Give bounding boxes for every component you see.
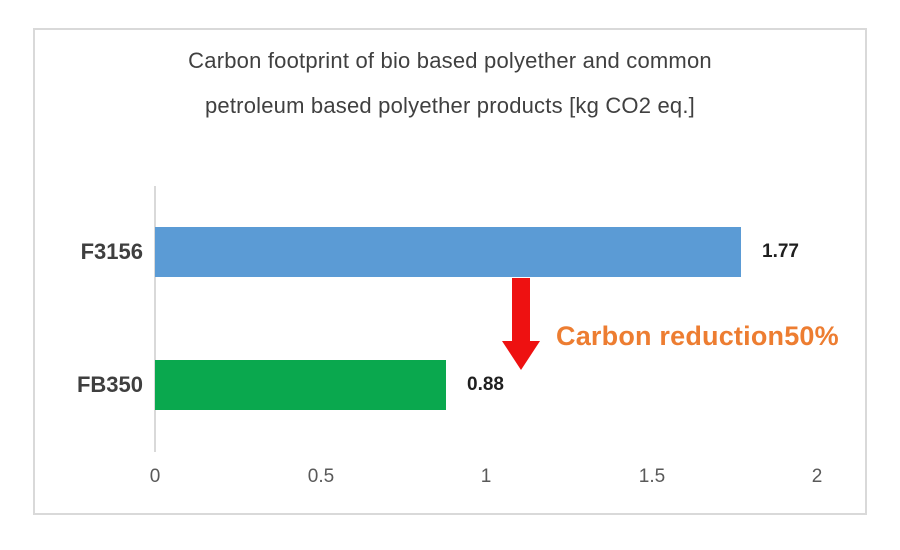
value-label-0: 1.77 — [762, 241, 799, 262]
x-tick-0: 0 — [149, 466, 161, 487]
x-tick-4: 2 — [811, 466, 823, 487]
chart-title: Carbon footprint of bio based polyether … — [0, 38, 900, 128]
down-arrow-icon — [512, 278, 530, 341]
bar-0 — [155, 227, 741, 277]
x-tick-3: 1.5 — [638, 466, 666, 487]
category-label-1: FB350 — [76, 372, 143, 397]
value-label-1: 0.88 — [467, 374, 504, 395]
category-label-0: F3156 — [80, 239, 143, 264]
annotation-carbon-reduction: Carbon reduction50% — [556, 321, 839, 351]
down-arrow-head-icon — [502, 341, 540, 370]
y-axis-line — [154, 186, 156, 452]
chart-title-line1: Carbon footprint of bio based polyether … — [188, 48, 712, 73]
chart-title-line2: petroleum based polyether products [kg C… — [204, 93, 695, 118]
x-tick-2: 1 — [480, 466, 492, 487]
bar-1 — [155, 360, 446, 410]
x-tick-1: 0.5 — [307, 466, 335, 487]
